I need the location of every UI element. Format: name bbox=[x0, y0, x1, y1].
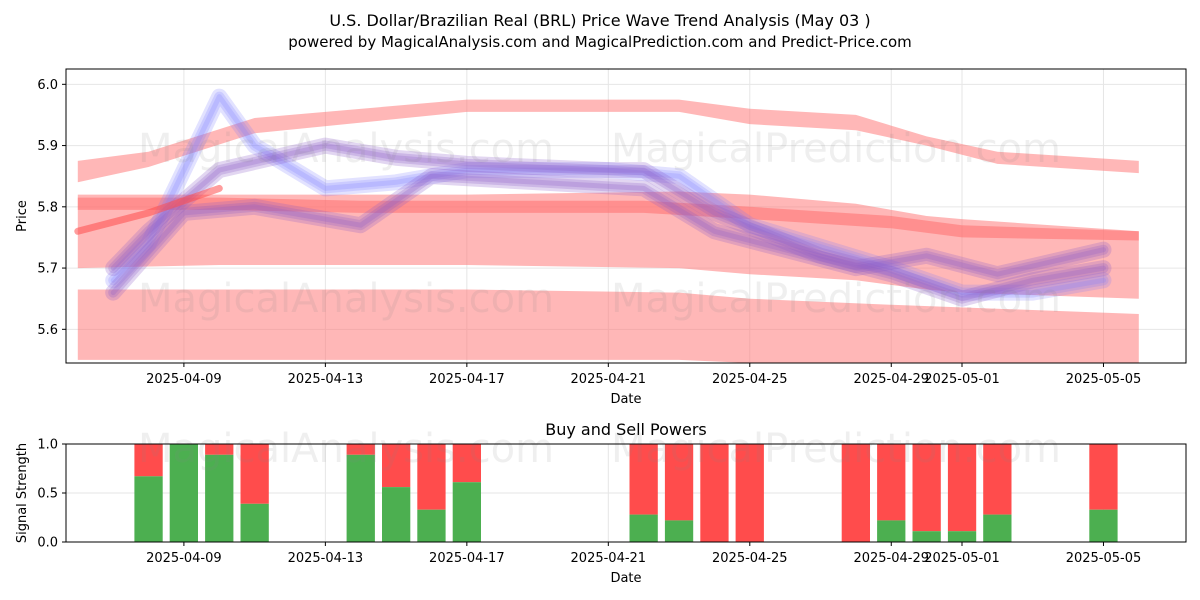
buy-bar-6 bbox=[417, 509, 446, 542]
price-x-tick-6: 2025-05-01 bbox=[924, 372, 1000, 387]
buy-bar-15 bbox=[947, 531, 977, 542]
signal-y-label: Signal Strength bbox=[15, 443, 30, 543]
buy-bar-1 bbox=[169, 444, 198, 542]
wave-path-2-layer-2 bbox=[110, 173, 1106, 296]
signal-x-tick-4: 2025-04-25 bbox=[712, 551, 788, 566]
chart-title: U.S. Dollar/Brazilian Real (BRL) Price W… bbox=[329, 11, 870, 30]
buy-bar-5 bbox=[382, 487, 411, 542]
buy-bar-2 bbox=[205, 454, 234, 542]
signal-x-tick-0: 2025-04-09 bbox=[146, 551, 222, 566]
sell-bar-3 bbox=[240, 444, 269, 504]
watermark-analysis-top: MagicalAnalysis.com bbox=[138, 126, 554, 172]
signal-y-tick-0: 0.0 bbox=[37, 536, 58, 551]
chart-subtitle: powered by MagicalAnalysis.com and Magic… bbox=[288, 33, 912, 51]
red-band-0 bbox=[77, 99, 1139, 183]
price-x-label: Date bbox=[610, 392, 641, 407]
buy-bar-3 bbox=[240, 503, 269, 542]
sell-bar-4 bbox=[346, 444, 375, 455]
price-x-tick-0: 2025-04-09 bbox=[146, 372, 222, 387]
wave-path-2-layer-1 bbox=[108, 171, 1109, 298]
price-x-tick-3: 2025-04-21 bbox=[571, 372, 647, 387]
price-wave-panel: MagicalAnalysis.com MagicalPrediction.co… bbox=[15, 68, 1187, 407]
sell-bar-7 bbox=[452, 444, 481, 483]
wave-path-1-layer-1 bbox=[108, 140, 1109, 304]
buy-bar-7 bbox=[452, 482, 481, 542]
signal-title: Buy and Sell Powers bbox=[545, 420, 707, 439]
wave-path-0-layer-0 bbox=[105, 88, 1112, 301]
price-x-tick-7: 2025-05-05 bbox=[1066, 372, 1142, 387]
sell-bar-10 bbox=[700, 444, 729, 542]
wave-path-1-layer-0 bbox=[105, 137, 1112, 307]
wave-path-0-layer-2 bbox=[110, 94, 1106, 296]
buy-bar-8 bbox=[629, 514, 658, 542]
signal-x-tick-2: 2025-04-17 bbox=[429, 551, 505, 566]
sell-bar-5 bbox=[382, 444, 411, 488]
signal-x-label: Date bbox=[610, 571, 641, 586]
price-y-tick-2: 5.8 bbox=[37, 200, 58, 215]
buy-bar-9 bbox=[664, 520, 694, 542]
signal-x-tick-6: 2025-05-01 bbox=[924, 551, 1000, 566]
buy-bar-13 bbox=[877, 520, 906, 542]
buy-bar-0 bbox=[134, 476, 163, 542]
sell-bar-8 bbox=[629, 444, 658, 515]
watermark-analysis-bottom: MagicalAnalysis.com bbox=[138, 426, 554, 472]
price-y-tick-1: 5.7 bbox=[37, 262, 58, 277]
signal-x-tick-5: 2025-04-29 bbox=[853, 551, 929, 566]
watermark-analysis-mid: MagicalAnalysis.com bbox=[138, 276, 554, 322]
price-plot-frame bbox=[65, 68, 1187, 364]
signal-panel: Buy and Sell Powers MagicalAnalysis.com … bbox=[15, 420, 1187, 586]
signal-x-ticks: 2025-04-09 2025-04-13 2025-04-17 2025-04-21… bbox=[146, 542, 1141, 566]
sell-bar-9 bbox=[664, 444, 694, 521]
red-band-3 bbox=[77, 197, 1139, 241]
price-x-tick-4: 2025-04-25 bbox=[712, 372, 788, 387]
sell-bar-14 bbox=[912, 444, 941, 532]
wave-path-2-layer-0 bbox=[105, 168, 1112, 301]
price-x-tick-5: 2025-04-29 bbox=[853, 372, 929, 387]
price-y-tick-3: 5.9 bbox=[37, 139, 58, 154]
price-x-ticks: 2025-04-09 2025-04-13 2025-04-17 2025-04-21… bbox=[146, 363, 1141, 387]
price-y-label: Price bbox=[15, 200, 30, 232]
price-y-tick-0: 5.6 bbox=[37, 323, 58, 338]
price-x-tick-2: 2025-04-17 bbox=[429, 372, 505, 387]
signal-y-ticks: 0.0 0.5 1.0 bbox=[37, 438, 66, 551]
price-line bbox=[74, 184, 223, 235]
watermark-prediction-bottom: MagicalPrediction.com bbox=[611, 426, 1061, 472]
red-bands bbox=[77, 99, 1139, 363]
wave-path-1-layer-2 bbox=[110, 143, 1106, 302]
price-y-tick-4: 6.0 bbox=[37, 78, 58, 93]
buy-bar-16 bbox=[983, 514, 1012, 542]
price-x-tick-1: 2025-04-13 bbox=[288, 372, 364, 387]
watermark-prediction-top: MagicalPrediction.com bbox=[611, 126, 1061, 172]
signal-bars bbox=[134, 444, 1118, 542]
sell-bar-15 bbox=[947, 444, 977, 532]
buy-bar-17 bbox=[1089, 509, 1118, 542]
sell-bar-12 bbox=[841, 444, 870, 542]
sell-bar-0 bbox=[134, 444, 163, 477]
wave-path-0-layer-1 bbox=[108, 91, 1109, 298]
sell-bar-16 bbox=[983, 444, 1012, 515]
sell-bar-11 bbox=[735, 444, 764, 542]
signal-x-tick-1: 2025-04-13 bbox=[288, 551, 364, 566]
price-y-ticks: 5.6 5.7 5.8 5.9 6.0 bbox=[37, 78, 66, 338]
signal-y-tick-1: 0.5 bbox=[37, 487, 58, 502]
buy-bar-14 bbox=[912, 531, 941, 542]
red-band-2 bbox=[77, 289, 1139, 363]
signal-y-tick-2: 1.0 bbox=[37, 438, 58, 453]
buy-bar-4 bbox=[346, 454, 375, 542]
sell-bar-17 bbox=[1089, 444, 1118, 510]
signal-x-tick-3: 2025-04-21 bbox=[571, 551, 647, 566]
signal-x-tick-7: 2025-05-05 bbox=[1066, 551, 1142, 566]
wave-paths bbox=[74, 88, 1112, 307]
sell-bar-6 bbox=[417, 444, 446, 510]
watermark-prediction-mid: MagicalPrediction.com bbox=[611, 276, 1061, 322]
sell-bar-2 bbox=[205, 444, 234, 455]
sell-bar-13 bbox=[877, 444, 906, 521]
